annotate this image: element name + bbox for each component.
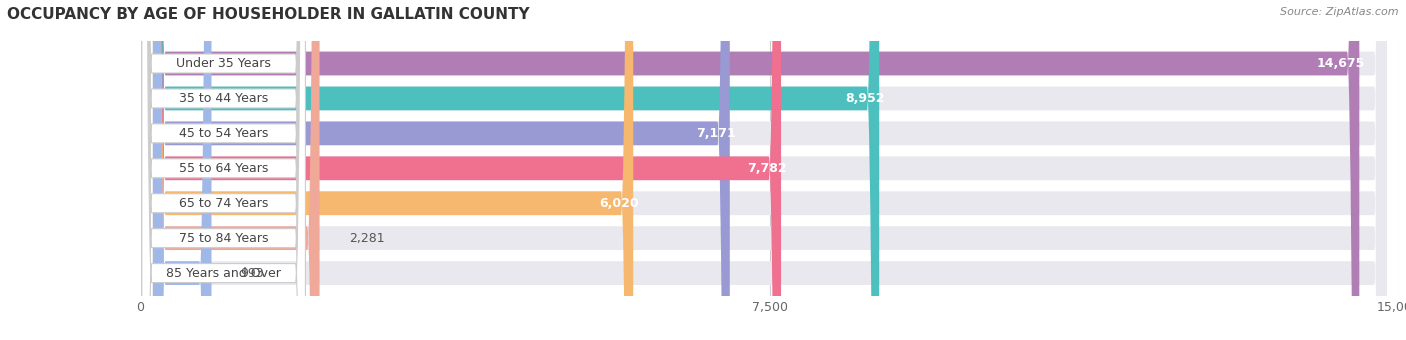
- Text: 45 to 54 Years: 45 to 54 Years: [179, 127, 269, 140]
- FancyBboxPatch shape: [153, 0, 1386, 340]
- Text: Source: ZipAtlas.com: Source: ZipAtlas.com: [1281, 7, 1399, 17]
- FancyBboxPatch shape: [142, 0, 305, 340]
- FancyBboxPatch shape: [153, 0, 1386, 340]
- FancyBboxPatch shape: [153, 0, 782, 340]
- FancyBboxPatch shape: [142, 0, 305, 340]
- FancyBboxPatch shape: [153, 0, 633, 340]
- FancyBboxPatch shape: [153, 0, 1360, 340]
- Text: Under 35 Years: Under 35 Years: [176, 57, 271, 70]
- Text: 7,782: 7,782: [747, 162, 787, 175]
- Text: 85 Years and Over: 85 Years and Over: [166, 267, 281, 279]
- Text: 8,952: 8,952: [845, 92, 884, 105]
- Text: 993: 993: [240, 267, 264, 279]
- FancyBboxPatch shape: [153, 0, 211, 340]
- FancyBboxPatch shape: [142, 0, 305, 340]
- Text: 35 to 44 Years: 35 to 44 Years: [179, 92, 269, 105]
- FancyBboxPatch shape: [153, 0, 1386, 340]
- Text: 2,281: 2,281: [349, 232, 384, 245]
- Text: 75 to 84 Years: 75 to 84 Years: [179, 232, 269, 245]
- FancyBboxPatch shape: [142, 0, 305, 340]
- FancyBboxPatch shape: [142, 0, 305, 340]
- FancyBboxPatch shape: [153, 0, 1386, 340]
- Text: 65 to 74 Years: 65 to 74 Years: [179, 197, 269, 210]
- FancyBboxPatch shape: [153, 0, 1386, 340]
- Text: 7,171: 7,171: [696, 127, 735, 140]
- FancyBboxPatch shape: [153, 0, 1386, 340]
- FancyBboxPatch shape: [153, 0, 879, 340]
- FancyBboxPatch shape: [153, 0, 319, 340]
- Text: 14,675: 14,675: [1316, 57, 1365, 70]
- FancyBboxPatch shape: [153, 0, 1386, 340]
- Text: 6,020: 6,020: [599, 197, 638, 210]
- FancyBboxPatch shape: [142, 0, 305, 340]
- Text: OCCUPANCY BY AGE OF HOUSEHOLDER IN GALLATIN COUNTY: OCCUPANCY BY AGE OF HOUSEHOLDER IN GALLA…: [7, 7, 530, 22]
- FancyBboxPatch shape: [142, 0, 305, 340]
- Text: 55 to 64 Years: 55 to 64 Years: [179, 162, 269, 175]
- FancyBboxPatch shape: [153, 0, 730, 340]
